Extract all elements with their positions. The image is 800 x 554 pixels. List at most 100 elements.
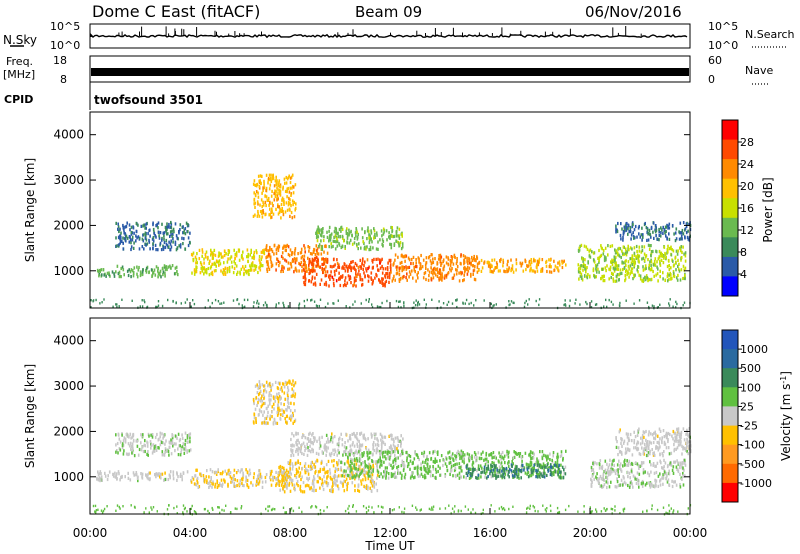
power-cell: [614, 248, 616, 252]
power-cell: [577, 248, 580, 253]
power-cell: [265, 256, 267, 260]
power-cell: [603, 257, 606, 261]
power-cell: [289, 248, 292, 252]
power-cell: [224, 271, 226, 275]
velocity-cell: [331, 440, 334, 444]
power-cell: [255, 190, 258, 194]
power-cell: [131, 238, 134, 242]
velocity-cell: [301, 466, 304, 470]
power-cell: [129, 270, 132, 274]
velocity-cell: [189, 448, 192, 452]
power-cell: [349, 231, 351, 235]
power-cell: [364, 230, 366, 234]
power-cell: [244, 264, 247, 268]
nave-tick-top: 60: [708, 54, 722, 67]
velocity-cell: [482, 450, 484, 454]
power-cell: [254, 193, 257, 197]
power-cell: [273, 198, 276, 202]
power-cell: [160, 248, 163, 252]
velocity-cell: [261, 383, 264, 387]
power-cell: [278, 205, 281, 209]
velocity-cell: [225, 472, 228, 476]
velocity-cell: [349, 476, 351, 480]
power-cell: [453, 273, 456, 277]
power-cell: [162, 247, 165, 251]
power-cell: [413, 265, 415, 269]
velocity-cell: [529, 464, 531, 468]
power-cell: [458, 279, 461, 283]
power-cell: [582, 262, 585, 266]
velocity-cell: [318, 446, 321, 450]
power-cell: [415, 264, 417, 269]
velocity-cell: [368, 469, 370, 473]
velocity-cell: [514, 467, 516, 471]
power-cell: [292, 184, 294, 189]
power-ground-cell: [563, 303, 565, 307]
power-ground-cell: [121, 298, 123, 301]
velocity-cell: [507, 455, 510, 459]
velocity-cell: [400, 464, 403, 468]
velocity-cell: [390, 463, 392, 467]
power-cell: [241, 256, 243, 260]
velocity-cell: [280, 483, 283, 487]
power-cell: [338, 263, 340, 267]
power-cell: [322, 257, 324, 261]
power-cell: [167, 232, 169, 236]
power-cell: [646, 228, 649, 232]
power-cell: [450, 261, 452, 265]
power-cell: [385, 279, 388, 283]
power-cell: [321, 247, 324, 252]
power-cell: [395, 232, 398, 236]
power-cell: [580, 243, 583, 247]
power-cell: [486, 260, 489, 265]
velocity-cell: [511, 464, 513, 468]
power-cell: [277, 183, 279, 187]
velocity-cell: [449, 472, 451, 476]
velocity-cell: [353, 431, 355, 436]
velocity-cell: [358, 450, 360, 454]
velocity-cell: [224, 480, 226, 484]
velocity-cell: [227, 471, 230, 475]
power-cell: [370, 237, 372, 241]
velocity-cell: [480, 456, 483, 461]
power-cell: [671, 248, 673, 252]
velocity-cell: [137, 475, 139, 479]
power-cell: [157, 248, 159, 252]
nsearch-tick-top: 10^5: [708, 20, 738, 33]
power-cell: [680, 234, 683, 238]
velocity-cell: [520, 470, 523, 474]
velocity-cell: [196, 481, 199, 485]
power-cell: [610, 260, 612, 264]
velocity-cell: [271, 383, 274, 387]
nave-tick-bottom: 0: [708, 73, 715, 86]
velocity-cell: [203, 480, 206, 484]
velocity-cell: [302, 441, 305, 445]
velocity-cell: [537, 473, 540, 477]
velocity-cell: [607, 481, 609, 485]
power-cell: [381, 238, 384, 242]
power-cell: [422, 258, 425, 262]
power-cell: [674, 256, 676, 260]
power-cell: [368, 236, 370, 240]
power-cell: [222, 255, 224, 259]
velocity-cell: [487, 464, 489, 468]
power-cell: [628, 230, 630, 234]
velocity-cell: [323, 475, 325, 479]
power-cell: [269, 183, 272, 187]
power-cell: [601, 267, 604, 271]
power-cell: [120, 235, 122, 239]
velocity-cell: [606, 471, 609, 475]
velocity-cell: [666, 474, 668, 478]
power-cell: [380, 259, 382, 263]
power-cell: [369, 247, 372, 252]
nsearch-label: N.Search: [745, 28, 795, 41]
power-cell: [279, 189, 282, 193]
power-cell: [496, 265, 499, 269]
power-cell: [98, 274, 100, 278]
power-cell: [629, 225, 632, 230]
velocity-cell: [278, 395, 281, 399]
velocity-cell: [265, 380, 268, 384]
power-ground-cell: [332, 302, 334, 305]
velocity-cell: [461, 459, 464, 463]
power-ground-cell: [157, 300, 160, 303]
